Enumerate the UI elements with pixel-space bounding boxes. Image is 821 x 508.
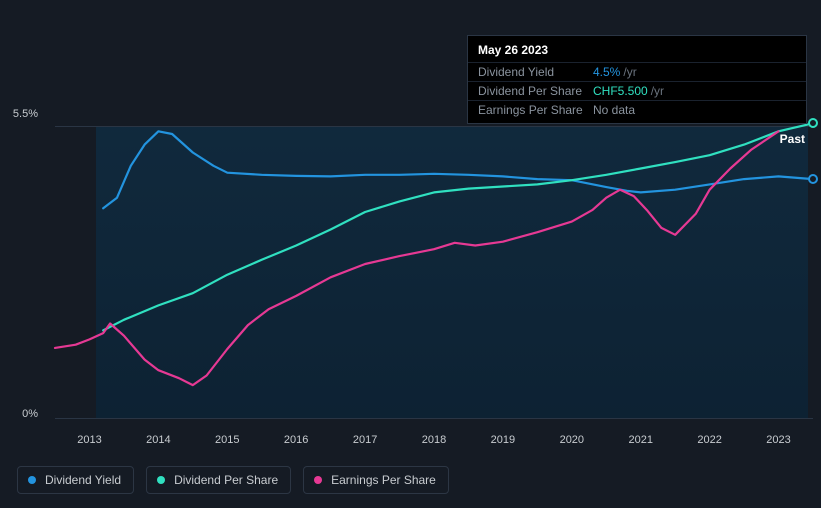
legend-label: Dividend Per Share bbox=[174, 473, 278, 487]
gridline-top bbox=[55, 126, 813, 127]
legend-dot-icon bbox=[314, 476, 322, 484]
tooltip-date: May 26 2023 bbox=[468, 40, 806, 62]
y-tick-min: 0% bbox=[22, 408, 38, 420]
legend-dot-icon bbox=[157, 476, 165, 484]
legend-item-earnings_per_share[interactable]: Earnings Per Share bbox=[303, 466, 449, 494]
tooltip-row-value: CHF5.500 bbox=[593, 84, 648, 98]
tooltip-row: Earnings Per ShareNo data bbox=[468, 100, 806, 119]
tooltip-row-suffix: /yr bbox=[651, 84, 664, 98]
x-tick: 2019 bbox=[491, 434, 515, 446]
tooltip-row-value: 4.5% bbox=[593, 65, 620, 79]
y-tick-max: 5.5% bbox=[13, 108, 38, 120]
x-tick: 2020 bbox=[560, 434, 584, 446]
end-marker-dividend_yield bbox=[808, 174, 818, 184]
x-tick: 2022 bbox=[697, 434, 721, 446]
x-tick: 2016 bbox=[284, 434, 308, 446]
end-marker-dividend_per_share bbox=[808, 118, 818, 128]
legend-label: Earnings Per Share bbox=[331, 473, 436, 487]
tooltip: May 26 2023 Dividend Yield4.5%/yrDividen… bbox=[467, 35, 807, 124]
tooltip-row: Dividend Per ShareCHF5.500/yr bbox=[468, 81, 806, 100]
legend-item-dividend_yield[interactable]: Dividend Yield bbox=[17, 466, 134, 494]
tooltip-row-label: Dividend Yield bbox=[478, 65, 593, 79]
legend: Dividend Yield Dividend Per Share Earnings… bbox=[17, 466, 449, 494]
tooltip-row-suffix: /yr bbox=[623, 65, 636, 79]
x-tick: 2018 bbox=[422, 434, 446, 446]
x-tick: 2013 bbox=[77, 434, 101, 446]
past-label: Past bbox=[780, 132, 805, 146]
tooltip-row-value: No data bbox=[593, 103, 635, 117]
legend-dot-icon bbox=[28, 476, 36, 484]
plot-background bbox=[96, 126, 808, 418]
legend-label: Dividend Yield bbox=[45, 473, 121, 487]
gridline-bottom bbox=[55, 418, 813, 419]
x-tick: 2023 bbox=[766, 434, 790, 446]
x-tick: 2015 bbox=[215, 434, 239, 446]
tooltip-row-label: Earnings Per Share bbox=[478, 103, 593, 117]
legend-item-dividend_per_share[interactable]: Dividend Per Share bbox=[146, 466, 291, 494]
x-tick: 2017 bbox=[353, 434, 377, 446]
tooltip-row-label: Dividend Per Share bbox=[478, 84, 593, 98]
x-tick: 2014 bbox=[146, 434, 170, 446]
x-tick: 2021 bbox=[628, 434, 652, 446]
tooltip-row: Dividend Yield4.5%/yr bbox=[468, 62, 806, 81]
